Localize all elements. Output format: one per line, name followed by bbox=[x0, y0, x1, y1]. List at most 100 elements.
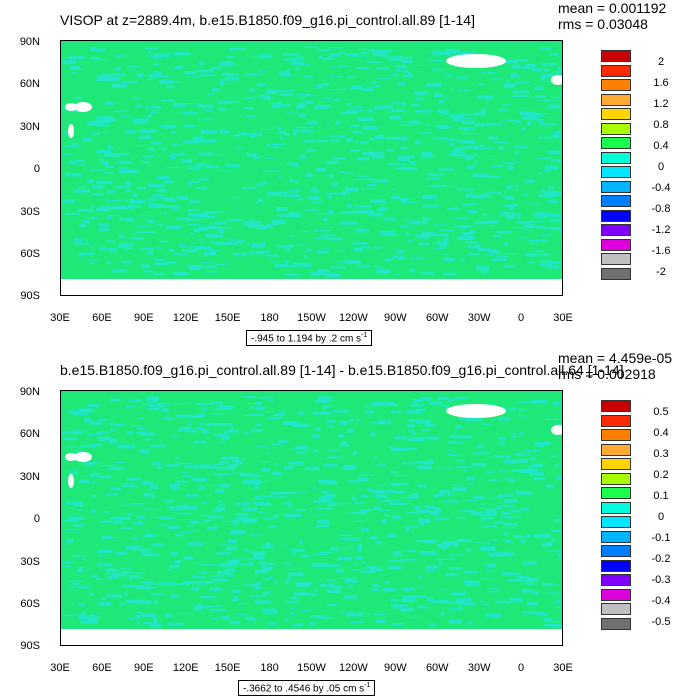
legend-swatch bbox=[601, 108, 631, 120]
lon-label: 180 bbox=[260, 312, 279, 324]
contour-range-label: -.945 to 1.194 by .2 cm s-1 bbox=[246, 330, 373, 347]
lon-label: 120W bbox=[339, 662, 368, 674]
lon-label: 30E bbox=[50, 312, 70, 324]
lon-label: 30E bbox=[553, 662, 573, 674]
legend-swatch bbox=[601, 501, 631, 514]
legend-label: 0.5 bbox=[653, 405, 669, 418]
legend-label: 0.1 bbox=[653, 489, 669, 502]
lon-label: 90E bbox=[134, 662, 154, 674]
contour-field bbox=[61, 391, 562, 645]
legend-swatch bbox=[601, 588, 631, 601]
legend-label: 0 bbox=[657, 161, 665, 173]
legend-swatch bbox=[601, 122, 631, 135]
legend-swatch bbox=[601, 253, 631, 265]
land-mask bbox=[74, 452, 92, 462]
legend-label: -0.1 bbox=[651, 532, 671, 545]
lon-label: 60E bbox=[92, 662, 112, 674]
contour-range-label: -.3662 to .4546 by .05 cm s-1 bbox=[238, 680, 376, 697]
legend-swatch bbox=[601, 559, 631, 572]
map-plot-area bbox=[60, 390, 563, 646]
rms-value: rms = 0.03048 bbox=[558, 16, 648, 32]
lat-label: 30S bbox=[20, 556, 40, 568]
legend-label: 0.8 bbox=[653, 118, 669, 131]
land-mask-antarctica bbox=[61, 279, 562, 295]
lon-label: 0 bbox=[518, 312, 525, 324]
legend-swatch bbox=[601, 209, 631, 222]
legend-label: -0.4 bbox=[651, 595, 671, 608]
legend-swatch bbox=[601, 458, 631, 470]
legend-swatch bbox=[601, 545, 631, 557]
lon-label: 120E bbox=[172, 312, 199, 324]
lat-label: 60S bbox=[20, 248, 40, 260]
legend-label: 0.2 bbox=[653, 468, 669, 481]
legend-swatch bbox=[601, 443, 631, 456]
lat-label: 90N bbox=[19, 36, 40, 48]
legend-label: 2 bbox=[657, 55, 665, 68]
legend-label: -1.2 bbox=[651, 224, 671, 237]
lat-label: 90N bbox=[19, 386, 40, 398]
land-mask bbox=[551, 75, 562, 85]
legend-swatch bbox=[601, 180, 631, 193]
legend-swatch bbox=[601, 50, 631, 62]
land-mask-antarctica bbox=[61, 629, 562, 645]
legend-label: -0.3 bbox=[651, 574, 671, 587]
land-mask bbox=[65, 103, 77, 111]
lon-label: 90W bbox=[384, 662, 407, 674]
lat-label: 90S bbox=[20, 290, 40, 302]
lat-label: 30N bbox=[19, 121, 40, 133]
lon-label: 150E bbox=[214, 662, 241, 674]
legend-swatch bbox=[601, 487, 631, 499]
legend-swatch bbox=[601, 617, 631, 630]
legend-swatch bbox=[601, 224, 631, 236]
legend-swatch bbox=[601, 267, 631, 280]
map-panel-bottom: b.e15.B1850.f09_g16.pi_control.all.89 [1… bbox=[0, 350, 700, 700]
lon-label: 30W bbox=[467, 662, 491, 674]
legend-label: -2 bbox=[656, 266, 666, 279]
lon-label: 120E bbox=[172, 662, 199, 674]
stats-readout: mean = 4.459e-05 rms = 0.002918 bbox=[558, 350, 672, 382]
contour-field bbox=[61, 41, 562, 295]
speckle-regions bbox=[62, 46, 562, 278]
lon-label: 0 bbox=[518, 662, 525, 674]
lon-label: 90W bbox=[384, 312, 407, 324]
mean-value: mean = 0.001192 bbox=[558, 0, 667, 16]
stats-readout: mean = 0.001192 rms = 0.03048 bbox=[558, 0, 666, 32]
lon-label: 150E bbox=[214, 312, 241, 324]
lon-label: 90E bbox=[134, 312, 154, 324]
legend-label: -0.4 bbox=[651, 182, 671, 195]
legend-swatch bbox=[601, 64, 631, 77]
legend-swatch bbox=[601, 137, 631, 149]
lon-label: 120W bbox=[339, 312, 368, 324]
legend-swatch bbox=[601, 93, 631, 106]
lat-label: 60N bbox=[19, 78, 40, 90]
map-plot-area bbox=[60, 40, 563, 296]
lat-label: 30S bbox=[20, 206, 40, 218]
field-background bbox=[61, 391, 562, 629]
lat-label: 60S bbox=[20, 598, 40, 610]
lon-label: 30E bbox=[50, 662, 70, 674]
lon-label: 150W bbox=[297, 312, 326, 324]
legend-label: -0.2 bbox=[651, 553, 671, 566]
legend-swatch bbox=[601, 414, 631, 427]
legend-label: 1.6 bbox=[653, 76, 669, 89]
lon-label: 30E bbox=[553, 312, 573, 324]
legend-label: -0.8 bbox=[651, 203, 671, 216]
lat-label: 0 bbox=[33, 513, 40, 525]
mean-value: mean = 4.459e-05 bbox=[558, 350, 673, 366]
legend-swatch bbox=[601, 195, 631, 207]
rms-value: rms = 0.002918 bbox=[558, 366, 656, 382]
legend-label: -0.5 bbox=[651, 616, 671, 629]
field-background bbox=[61, 41, 562, 279]
legend-swatch bbox=[601, 429, 631, 441]
legend-label: -1.6 bbox=[651, 245, 671, 258]
panel-title: b.e15.B1850.f09_g16.pi_control.all.89 [1… bbox=[60, 362, 624, 378]
land-mask bbox=[446, 54, 506, 68]
lat-label: 60N bbox=[19, 428, 40, 440]
legend-label: 0 bbox=[657, 511, 665, 523]
land-mask bbox=[74, 102, 92, 112]
legend-swatch bbox=[601, 516, 631, 528]
land-mask bbox=[68, 124, 74, 138]
legend-label: 0.4 bbox=[653, 426, 669, 439]
lon-label: 30W bbox=[467, 312, 491, 324]
map-panel-top: VISOP at z=2889.4m, b.e15.B1850.f09_g16.… bbox=[19, 0, 671, 347]
